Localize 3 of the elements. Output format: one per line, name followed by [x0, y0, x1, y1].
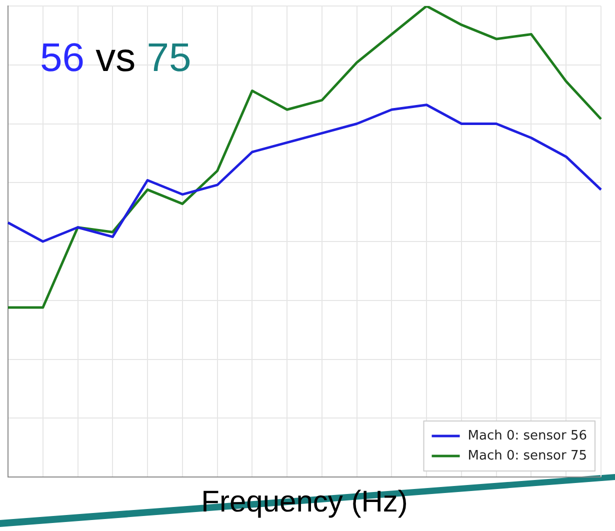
- legend-label: Mach 0: sensor 56: [468, 428, 588, 444]
- legend-label: Mach 0: sensor 75: [468, 448, 588, 464]
- text: 56 vs 75: [40, 36, 192, 80]
